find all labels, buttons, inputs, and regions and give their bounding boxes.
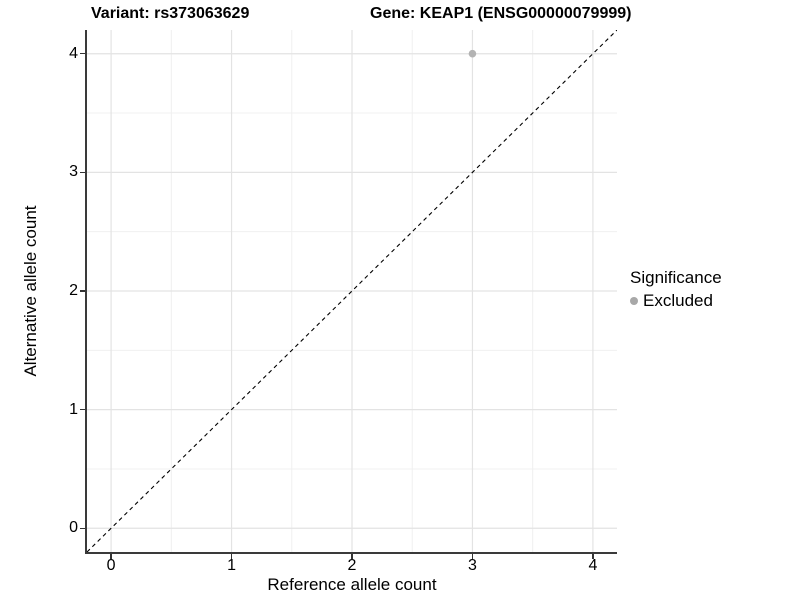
x-axis-line bbox=[85, 552, 617, 554]
x-tick-label: 4 bbox=[588, 557, 598, 574]
y-tick-mark bbox=[80, 290, 85, 292]
y-axis-line bbox=[85, 30, 87, 554]
legend-point-icon bbox=[630, 297, 638, 305]
y-tick-mark bbox=[80, 408, 85, 411]
x-tick-mark bbox=[351, 554, 353, 559]
x-tick-label: 3 bbox=[468, 557, 477, 574]
legend-item-excluded: Excluded bbox=[630, 291, 722, 311]
x-tick-label: 0 bbox=[106, 557, 116, 574]
y-tick-label: 0 bbox=[69, 519, 78, 537]
x-tick-label: 1 bbox=[227, 557, 236, 574]
x-tick-mark bbox=[592, 554, 594, 559]
y-tick-mark bbox=[80, 171, 85, 174]
plot-panel bbox=[87, 30, 617, 552]
x-axis-title: Reference allele count bbox=[267, 575, 437, 594]
y-tick-label: 2 bbox=[69, 282, 78, 299]
y-tick-mark bbox=[80, 52, 85, 55]
plot-title-gene: Gene: KEAP1 (ENSG00000079999) bbox=[370, 5, 632, 22]
y-axis-title: Alternative allele count bbox=[21, 205, 40, 377]
identity-line bbox=[87, 30, 617, 552]
y-tick-label: 4 bbox=[69, 44, 78, 62]
y-tick-label: 3 bbox=[69, 163, 78, 181]
data-point bbox=[468, 49, 477, 58]
x-tick-mark bbox=[471, 554, 474, 559]
legend-item-label: Excluded bbox=[643, 291, 713, 310]
x-tick-label: 2 bbox=[347, 557, 357, 574]
legend-title: Significance bbox=[630, 268, 722, 287]
legend: Significance Excluded bbox=[630, 268, 722, 311]
y-tick-mark bbox=[80, 527, 85, 530]
plot-canvas bbox=[87, 30, 617, 552]
x-tick-mark bbox=[230, 554, 233, 559]
plot-title-variant: Variant: rs373063629 bbox=[91, 5, 250, 22]
y-tick-label: 1 bbox=[69, 400, 78, 418]
x-tick-mark bbox=[110, 554, 112, 559]
